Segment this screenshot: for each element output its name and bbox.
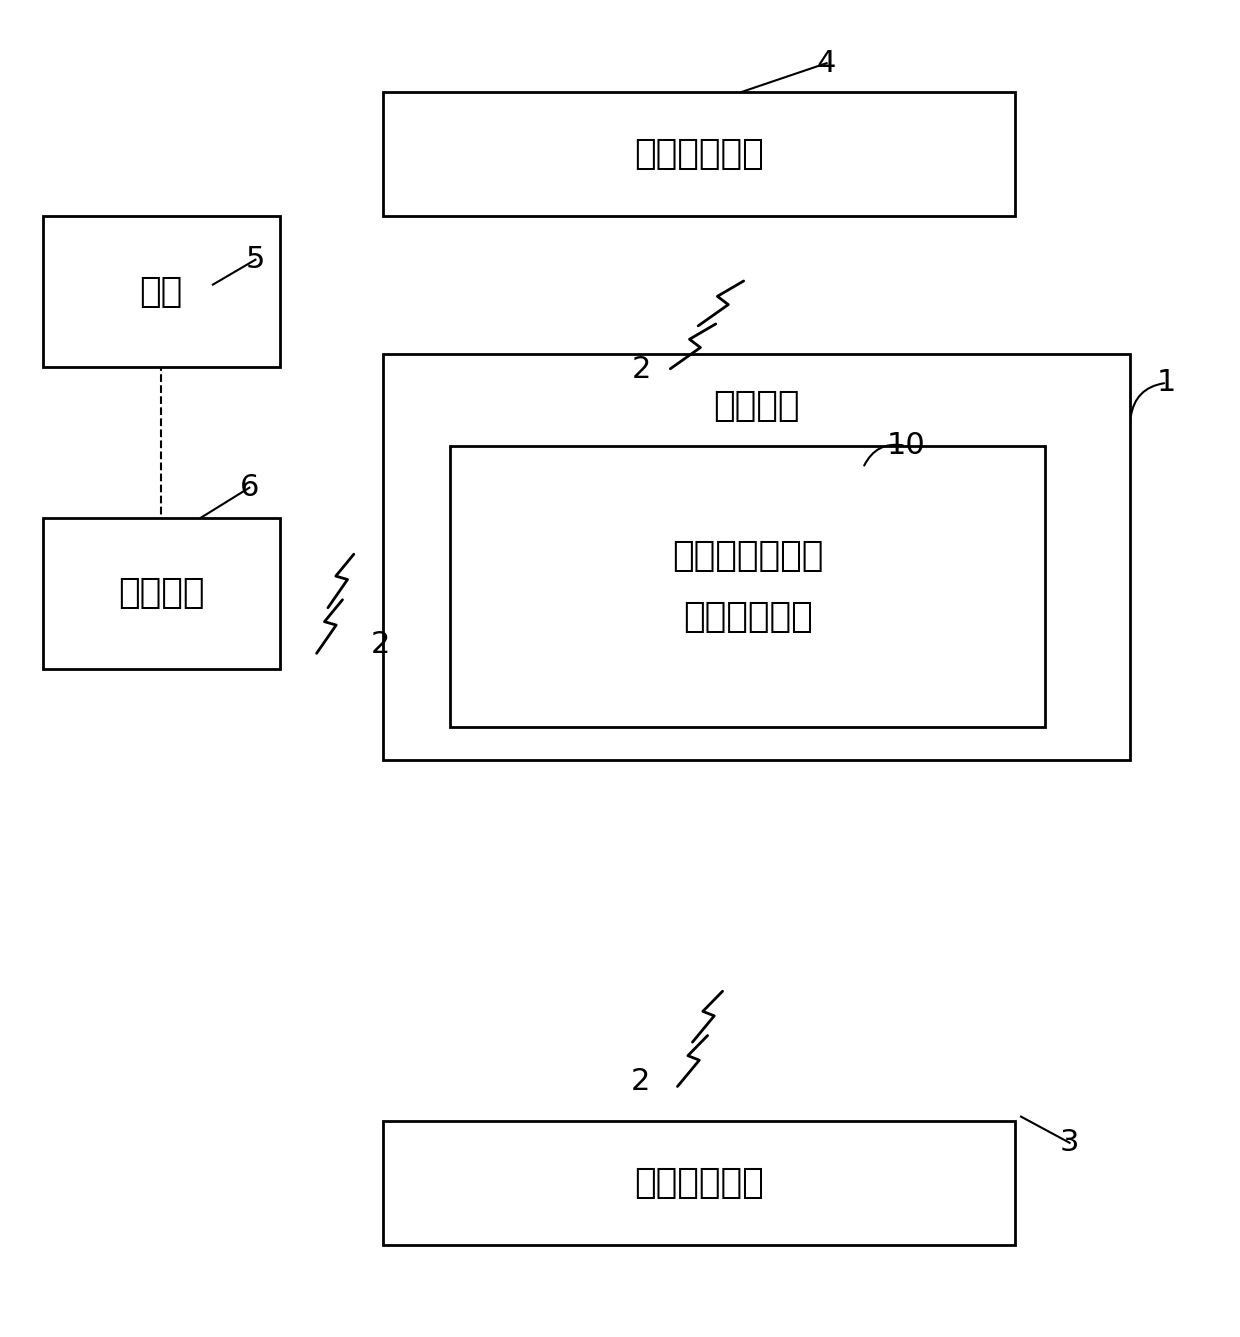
Text: 医院信息系统: 医院信息系统 bbox=[634, 138, 764, 171]
Text: 2: 2 bbox=[632, 356, 651, 384]
Text: 5: 5 bbox=[246, 245, 265, 274]
Text: 1: 1 bbox=[1157, 369, 1177, 397]
Text: 数据中心: 数据中心 bbox=[713, 389, 800, 424]
Text: 医生终端: 医生终端 bbox=[118, 576, 205, 610]
Text: 10: 10 bbox=[887, 432, 925, 460]
Bar bbox=[383, 92, 1014, 217]
Bar bbox=[42, 517, 280, 668]
Text: 4: 4 bbox=[817, 48, 836, 78]
Text: 医疗信息化安全
输血监控系统: 医疗信息化安全 输血监控系统 bbox=[672, 539, 823, 634]
Bar bbox=[383, 1120, 1014, 1245]
Bar bbox=[383, 354, 1131, 761]
Text: 手带: 手带 bbox=[140, 275, 182, 309]
Text: 血库信息系统: 血库信息系统 bbox=[634, 1166, 764, 1199]
Text: 3: 3 bbox=[1060, 1128, 1079, 1158]
Bar bbox=[450, 445, 1045, 727]
Text: 2: 2 bbox=[371, 631, 391, 659]
Bar bbox=[42, 217, 280, 368]
Text: 6: 6 bbox=[239, 473, 259, 503]
Text: 2: 2 bbox=[631, 1067, 650, 1096]
